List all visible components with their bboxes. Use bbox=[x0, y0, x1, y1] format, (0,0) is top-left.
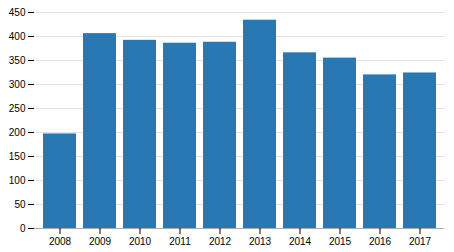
svg-text:450: 450 bbox=[9, 7, 26, 18]
svg-text:2010: 2010 bbox=[129, 236, 152, 247]
svg-text:150: 150 bbox=[9, 151, 26, 162]
svg-text:2013: 2013 bbox=[249, 236, 272, 247]
svg-text:2011: 2011 bbox=[169, 236, 191, 247]
svg-text:2012: 2012 bbox=[209, 236, 232, 247]
svg-text:350: 350 bbox=[9, 55, 26, 66]
svg-text:100: 100 bbox=[9, 175, 26, 186]
svg-text:2015: 2015 bbox=[329, 236, 352, 247]
svg-text:250: 250 bbox=[9, 103, 26, 114]
svg-text:2008: 2008 bbox=[49, 236, 72, 247]
svg-text:0: 0 bbox=[20, 223, 26, 234]
svg-text:2017: 2017 bbox=[409, 236, 432, 247]
svg-text:50: 50 bbox=[14, 199, 26, 210]
svg-text:2016: 2016 bbox=[369, 236, 392, 247]
svg-text:2009: 2009 bbox=[89, 236, 112, 247]
svg-text:200: 200 bbox=[9, 127, 26, 138]
svg-text:300: 300 bbox=[9, 79, 26, 90]
svg-text:2014: 2014 bbox=[289, 236, 312, 247]
svg-text:400: 400 bbox=[9, 31, 26, 42]
